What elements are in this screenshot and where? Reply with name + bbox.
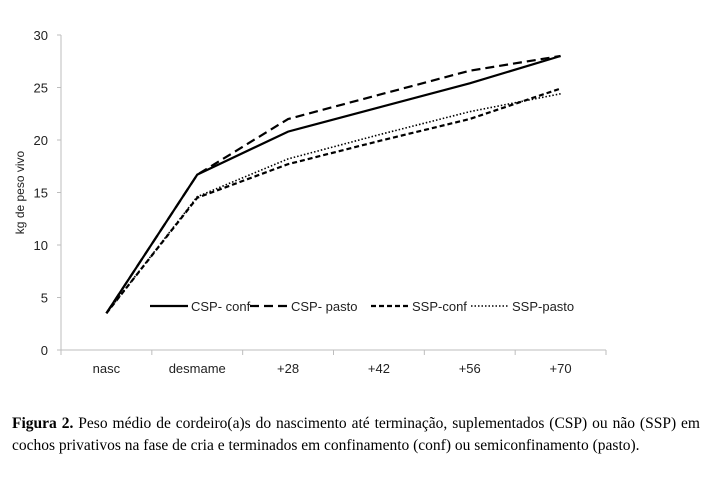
caption-text: Peso médio de cordeiro(a)s do nascimento… bbox=[12, 415, 700, 454]
x-tick-label: nasc bbox=[93, 361, 121, 376]
legend-label: CSP- conf bbox=[191, 299, 251, 314]
x-tick-label: +42 bbox=[368, 361, 390, 376]
series-line-ssp-conf bbox=[105, 87, 561, 314]
y-tick-label: 10 bbox=[34, 238, 48, 253]
legend-label: SSP-pasto bbox=[512, 299, 574, 314]
y-tick-label: 15 bbox=[34, 186, 48, 201]
y-tick-label: 20 bbox=[34, 133, 48, 148]
x-tick-label: +28 bbox=[277, 361, 299, 376]
y-tick-label: 25 bbox=[34, 81, 48, 96]
series-line-ssp-pasto bbox=[105, 93, 561, 314]
y-tick-label: 30 bbox=[34, 28, 48, 43]
figure-caption: Figura 2. Peso médio de cordeiro(a)s do … bbox=[12, 413, 700, 457]
series-line-csp-pasto bbox=[105, 54, 561, 314]
line-chart: 0 5 10 15 20 25 30 nasc desmame +28 +42 +56 +70 kg de… bbox=[13, 28, 607, 376]
x-tick-label: +70 bbox=[550, 361, 572, 376]
y-tick-label: 5 bbox=[41, 291, 48, 306]
caption-label: Figura 2. bbox=[12, 415, 74, 432]
x-tick-label: desmame bbox=[169, 361, 226, 376]
series-line-csp-conf bbox=[105, 54, 561, 314]
x-tick-label: +56 bbox=[459, 361, 481, 376]
y-axis-label: kg de peso vivo bbox=[13, 150, 27, 234]
y-tick-label: 0 bbox=[41, 343, 48, 358]
legend-label: CSP- pasto bbox=[291, 299, 357, 314]
legend-label: SSP-conf bbox=[412, 299, 467, 314]
